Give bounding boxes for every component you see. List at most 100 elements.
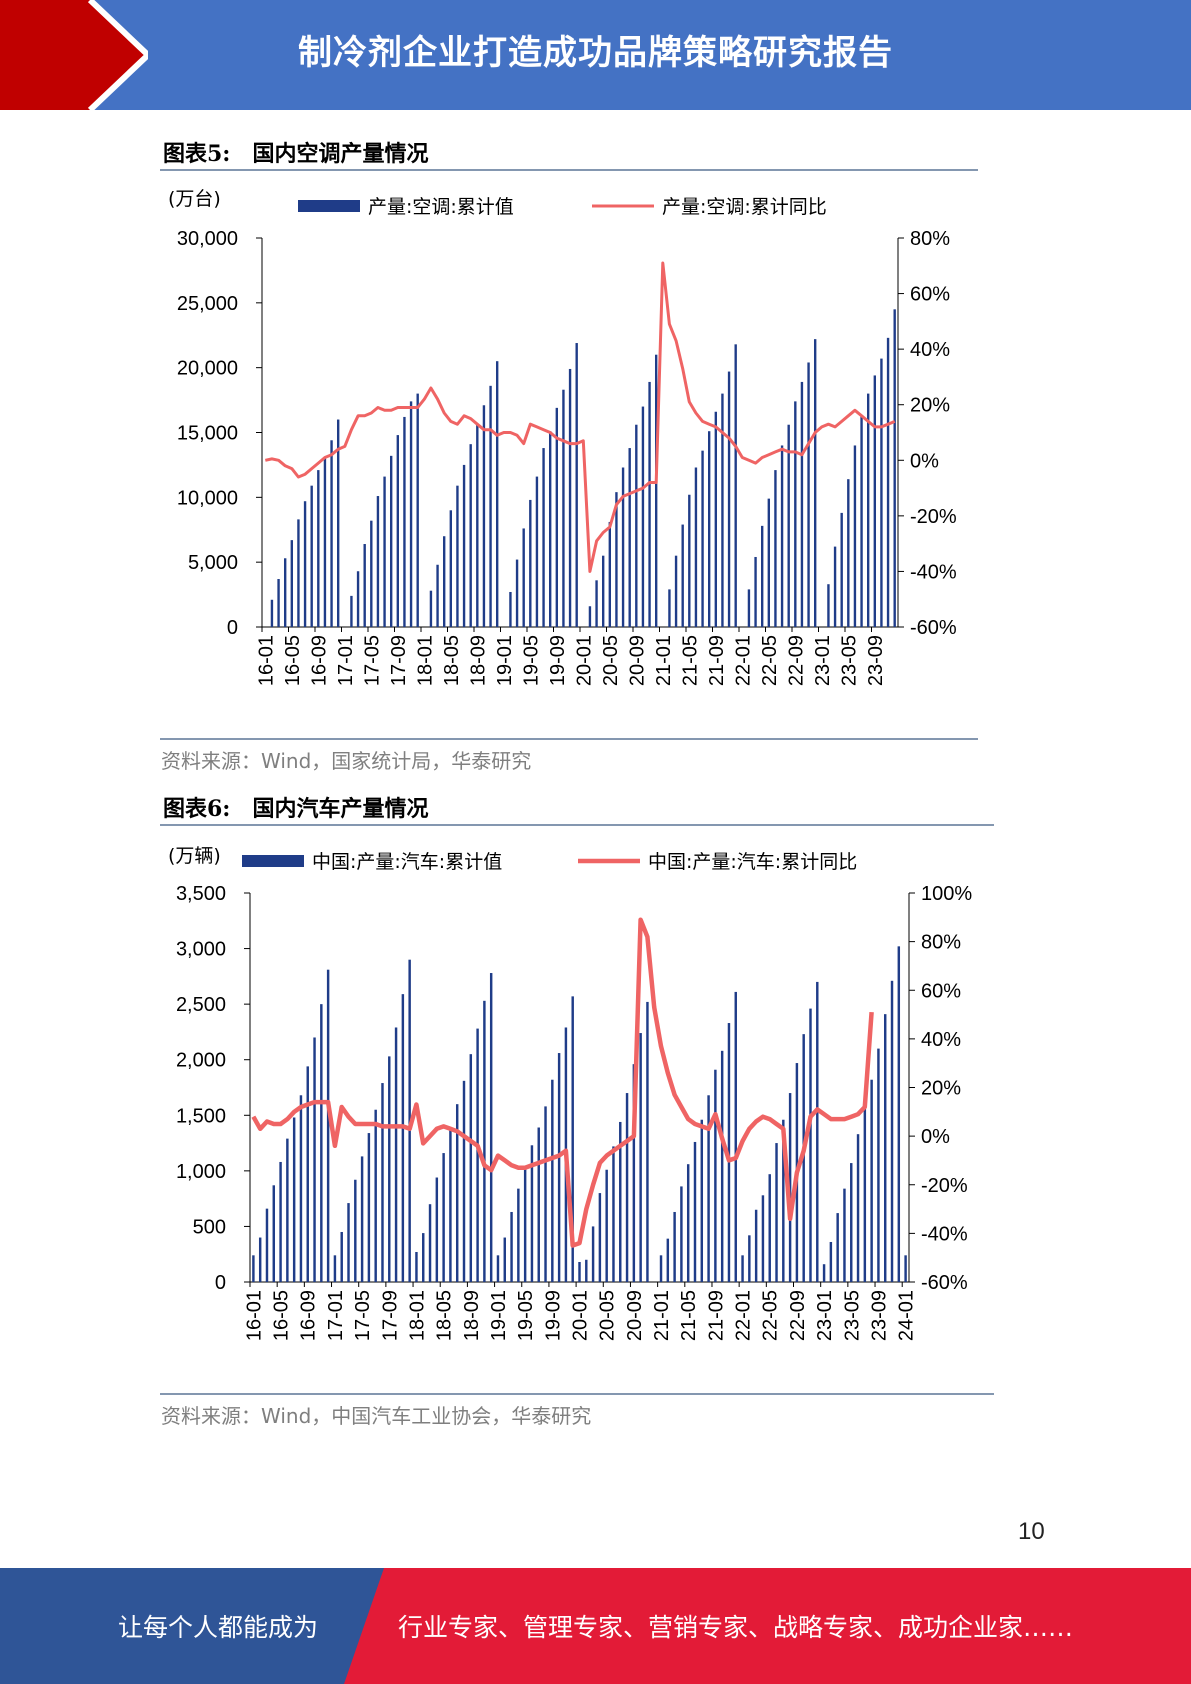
x-tick-label: 23-09 — [865, 635, 887, 686]
left-axis-unit: (万辆) — [168, 845, 221, 867]
bar — [401, 994, 405, 1282]
bar — [503, 1237, 506, 1282]
bar — [701, 450, 704, 627]
bar — [258, 1237, 262, 1282]
x-tick-label: 22-09 — [785, 635, 807, 686]
bar — [496, 1255, 500, 1282]
bar — [522, 528, 525, 627]
bar — [548, 431, 552, 627]
bar — [659, 1255, 663, 1282]
bar — [625, 1093, 629, 1282]
bar — [482, 405, 486, 627]
report-title: 制冷剂企业打造成功品牌策略研究报告 — [298, 33, 893, 73]
bar — [741, 1255, 744, 1282]
bar — [529, 499, 532, 627]
bar — [449, 1128, 452, 1282]
bar — [883, 1014, 887, 1282]
bar — [396, 435, 400, 627]
x-tick-label: 20-05 — [600, 635, 622, 686]
right-tick-label: 80% — [921, 932, 961, 954]
bar — [621, 467, 625, 627]
figure-6-source: 资料来源：Wind，中国汽车工业协会，华泰研究 — [161, 1404, 592, 1428]
figure-6-name: 国内汽车产量情况 — [252, 796, 429, 822]
x-tick-label: 22-05 — [760, 1290, 782, 1341]
x-tick-label: 19-09 — [547, 635, 569, 686]
left-tick-label: 3,000 — [176, 939, 226, 961]
right-tick-label: -40% — [910, 561, 957, 583]
bar — [303, 501, 307, 627]
bar — [754, 556, 757, 627]
bar — [272, 1185, 276, 1282]
bar — [714, 1069, 717, 1282]
bar — [330, 440, 333, 627]
bar — [836, 1213, 839, 1282]
bar — [350, 595, 353, 627]
right-tick-label: -20% — [910, 506, 957, 528]
bar — [674, 555, 678, 627]
bar — [829, 1241, 833, 1282]
bar — [515, 559, 519, 627]
bar — [483, 1000, 486, 1282]
x-tick-label: 16-01 — [255, 635, 277, 686]
bar — [787, 424, 790, 627]
x-tick-label: 19-05 — [515, 1290, 537, 1341]
bar — [761, 1195, 765, 1282]
legend-bar-swatch — [298, 200, 360, 212]
x-tick-label: 19-09 — [542, 1290, 564, 1341]
bar — [562, 389, 565, 627]
bar — [668, 589, 671, 627]
bar — [523, 1167, 527, 1282]
bar — [809, 1008, 812, 1282]
bar — [279, 1161, 282, 1282]
bar — [469, 1054, 473, 1282]
legend-bar-label: 中国:产量:汽车:累计值 — [312, 851, 502, 873]
x-tick-label: 21-09 — [705, 1290, 727, 1341]
bar — [880, 358, 883, 627]
x-tick-label: 16-05 — [282, 635, 304, 686]
bar — [693, 1141, 697, 1282]
bar — [782, 1119, 785, 1282]
bar — [551, 1079, 554, 1282]
figure-6-bottom-rule — [160, 1393, 994, 1395]
bar — [813, 339, 817, 627]
right-tick-label: 40% — [921, 1029, 961, 1051]
bar — [608, 521, 612, 627]
left-tick-label: 2,000 — [176, 1050, 226, 1072]
x-tick-label: 16-01 — [243, 1290, 265, 1341]
bar — [767, 498, 771, 627]
bar — [635, 424, 638, 627]
right-tick-label: 20% — [921, 1078, 961, 1100]
legend-line-label: 中国:产量:汽车:累计同比 — [648, 851, 857, 873]
x-tick-label: 20-05 — [597, 1290, 619, 1341]
x-tick-label: 24-01 — [896, 1290, 918, 1341]
bar — [370, 520, 373, 627]
bar — [720, 1050, 724, 1282]
x-tick-label: 23-01 — [812, 635, 834, 686]
x-tick-label: 17-09 — [379, 1290, 401, 1341]
bar — [381, 1083, 384, 1282]
bar — [476, 1028, 479, 1282]
legend-bar-swatch — [242, 855, 304, 867]
bar — [833, 546, 837, 627]
bar — [847, 479, 850, 627]
x-tick-label: 22-09 — [787, 1290, 809, 1341]
figure-5-top-rule — [160, 169, 978, 171]
bar — [800, 381, 804, 627]
bar — [595, 580, 598, 627]
bar — [632, 1064, 636, 1282]
right-tick-label: 20% — [910, 395, 950, 417]
bar — [442, 1153, 445, 1282]
x-tick-label: 17-09 — [388, 635, 410, 686]
legend-line-label: 产量:空调:累计同比 — [662, 196, 827, 218]
bar — [442, 536, 446, 627]
bar — [376, 496, 380, 627]
bar — [612, 1146, 615, 1282]
bar — [680, 1186, 683, 1282]
bar — [575, 343, 578, 627]
figure-5-name: 国内空调产量情况 — [252, 141, 429, 167]
bar — [462, 464, 466, 627]
bar — [571, 996, 574, 1282]
x-tick-label: 18-05 — [441, 635, 463, 686]
bar — [489, 973, 493, 1282]
figure-5-source: 资料来源：Wind，国家统计局，华泰研究 — [161, 749, 532, 773]
